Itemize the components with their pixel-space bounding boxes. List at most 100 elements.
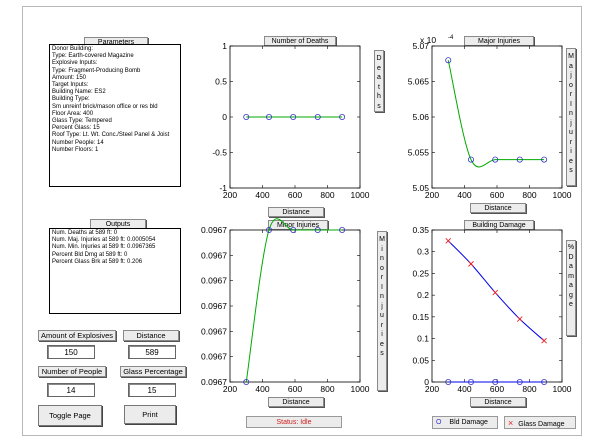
parameters-line: Explosive Inputs:	[52, 60, 98, 67]
major-data-point	[445, 57, 452, 64]
parameters-line: Donor Building:	[52, 46, 94, 52]
minor-x-tick-label: 200	[223, 384, 237, 394]
minor-x-tick-label: 600	[288, 384, 302, 394]
parameters-line: Amount: 150	[52, 74, 87, 81]
minor-plot-area	[229, 229, 361, 383]
number-of-people-input[interactable]: 14	[47, 383, 95, 397]
damage-x-tick-label: 400	[457, 384, 471, 394]
damage-y-tick-label: 0.35	[412, 225, 429, 235]
damage-data-point	[492, 289, 499, 296]
damage-data-point	[516, 316, 523, 322]
print-button[interactable]: Print	[124, 405, 176, 424]
minor-data-point	[265, 226, 272, 233]
deaths-x-tick-label: 1000	[351, 190, 370, 200]
glass-damage-marker-icon: ×	[508, 418, 514, 428]
minor-y-tick-label: 0.0967	[201, 377, 227, 387]
amount-of-explosives-label: Amount of Explosives	[38, 330, 116, 341]
major-y-tick-label: 5.05	[412, 183, 429, 193]
damage-data-point	[492, 378, 499, 385]
damage-x-tick-label: 800	[522, 384, 536, 394]
damage-data-point	[467, 378, 474, 385]
minor-data-point	[290, 226, 297, 233]
damage-y-tick-label: 0.1	[417, 334, 429, 344]
deaths-distance-label: Distance	[268, 207, 324, 217]
deaths-x-tick-label: 800	[320, 190, 334, 200]
major-y-tick-label: 5.055	[408, 148, 430, 158]
deaths-data-point	[339, 114, 346, 121]
glass-percentage-label: Glass Percentage	[120, 366, 186, 377]
parameters-line: Sm unreinf brick/mason office or res bld	[52, 103, 158, 110]
deaths-data-point	[265, 114, 272, 121]
minor-y-tick-label: 0.0967	[201, 276, 227, 286]
distance-label: Distance	[123, 330, 179, 341]
deaths-data-point	[290, 114, 297, 121]
deaths-data-point	[243, 114, 250, 121]
deaths-y-tick-label: -1	[219, 183, 227, 193]
major-injuries-chart-title: Major Injuries	[464, 36, 534, 46]
parameters-line: Glass Type: Tempered	[52, 118, 112, 125]
amount-of-explosives-input[interactable]: 150	[47, 345, 95, 359]
status-bar: Status: Idle	[246, 416, 342, 428]
deaths-x-tick-label: 600	[288, 190, 302, 200]
minor-series-line	[245, 218, 343, 383]
outputs-panel: Num. Deaths at 589 ft: 0 Num. Maj. Injuri…	[49, 228, 181, 314]
minor-y-tick-label: 0.0967	[201, 326, 227, 336]
minor-distance-label: Distance	[268, 397, 324, 407]
damage-y-tick-label: 0.15	[412, 312, 429, 322]
major-x-tick-label: 800	[522, 190, 536, 200]
parameters-line: Building Type:	[52, 96, 90, 103]
damage-y-tick-label: 0	[424, 377, 429, 387]
deaths-data-point	[314, 114, 321, 121]
damage-x-tick-label: 1000	[553, 384, 572, 394]
damage-y-tick-label: 0.25	[412, 268, 429, 278]
glass-percentage-input[interactable]: 15	[128, 383, 176, 397]
damage-data-point	[516, 378, 523, 385]
damage-data-point	[541, 337, 547, 344]
bld-damage-marker-icon: O	[436, 419, 442, 426]
deaths-y-tick-label: -0.5	[212, 148, 227, 158]
outputs-line: Num. Min. Injuries at 589 ft: 0.0967365	[52, 244, 156, 251]
damage-data-point	[445, 378, 452, 385]
outputs-line: Percent Glass Brk at 589 ft: 0.206	[52, 258, 143, 265]
major-data-point	[541, 156, 548, 163]
major-y-tick-label: 5.06	[412, 112, 429, 122]
deaths-y-tick-label: 0.5	[215, 77, 227, 87]
minor-y-tick-label: 0.0967	[201, 301, 227, 311]
major-series-line	[447, 60, 545, 168]
damage-y-tick-label: 0.05	[412, 355, 429, 365]
outputs-line: Num. Maj. Injuries at 589 ft: 0.0005054	[52, 237, 156, 244]
major-x-tick-label: 1000	[553, 190, 572, 200]
deaths-y-tick-label: 1	[222, 41, 227, 51]
damage-data-point	[445, 238, 452, 244]
outputs-line: Percent Bld Dmg at 589 ft: 0	[52, 251, 128, 258]
damage-y-tick-label: 0.3	[417, 247, 429, 257]
damage-distance-label: Distance	[470, 397, 526, 407]
major-distance-label: Distance	[470, 203, 526, 213]
deaths-chart-title: Number of Deaths	[264, 36, 336, 46]
parameters-line: Number Floors: 1	[52, 146, 99, 153]
minor-data-point	[243, 378, 250, 385]
major-y-tick-label: 5.07	[412, 41, 429, 51]
damage-plot-area	[431, 229, 563, 383]
parameters-line: Roof Type: Lt. Wt. Conc./Steel Panel & J…	[52, 132, 170, 139]
major-data-point	[467, 156, 474, 163]
damage-data-point	[541, 378, 548, 385]
number-of-people-label: Number of People	[38, 366, 106, 377]
parameters-line: Type: Earth-covered Magazine	[52, 53, 134, 60]
major-exponent-label: x 10	[420, 35, 436, 45]
damage-data-point	[468, 261, 474, 267]
parameters-line: Type: Fragment-Producing Bomb	[52, 67, 141, 74]
toggle-page-button[interactable]: Toggle Page	[38, 405, 102, 426]
distance-input[interactable]: 589	[128, 345, 176, 359]
major-data-point	[516, 156, 523, 163]
major-x-tick-label: 200	[425, 190, 439, 200]
glass-damage-legend: × Glass Damage	[504, 416, 576, 429]
major-y-tick-label: 5.065	[408, 77, 430, 87]
major-x-tick-label: 400	[457, 190, 471, 200]
minor-y-tick-label: 0.0967	[201, 352, 227, 362]
minor-data-point	[339, 226, 346, 233]
parameters-line: Percent Glass: 15	[52, 125, 100, 132]
